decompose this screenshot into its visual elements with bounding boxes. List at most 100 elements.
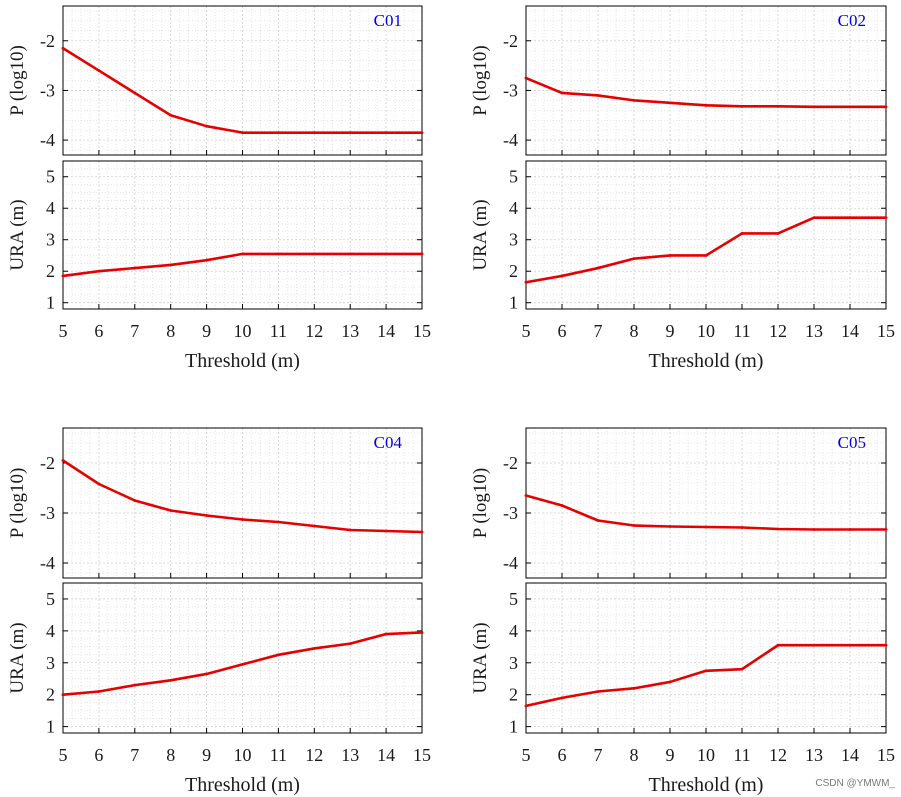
chart-c05-xtick-label: 15 (877, 745, 895, 765)
chart-c01-p-ylabel: P (log10) (7, 45, 28, 116)
chart-c01-ura-data-point (420, 252, 424, 256)
chart-c05-ura-data-point (632, 686, 636, 690)
watermark: CSDN @YMWM_ (815, 778, 895, 789)
chart-c02-xtick-label: 11 (733, 321, 750, 341)
chart-c01-xtick-label: 6 (94, 321, 103, 341)
chart-c02-ura-data-point (740, 232, 744, 235)
chart-c04-p-ylabel: P (log10) (7, 468, 28, 539)
chart-c02-ura-data-point (776, 232, 780, 235)
chart-c02-p-data-point (740, 104, 744, 108)
chart-c04-p-data-point (61, 459, 65, 462)
chart-c02-xtick-label: 10 (697, 321, 715, 341)
chart-c01-xtick-label: 7 (130, 321, 139, 341)
chart-c01-xtick-label: 5 (59, 321, 68, 341)
chart-c02-ura-ytick-label: 3 (509, 230, 518, 250)
chart-c01-ura-ytick-label: 4 (46, 198, 55, 218)
chart-c01-p-ytick-label: -2 (40, 31, 55, 51)
chart-c01-xtick-label: 11 (270, 321, 287, 341)
chart-c05-title: C05 (838, 433, 866, 452)
chart-c02-p-data-point (632, 98, 636, 102)
chart-c01-p-ytick-label: -4 (40, 130, 55, 150)
chart-c02-p-ylabel: P (log10) (470, 45, 491, 116)
chart-c04-xtick-label: 11 (270, 745, 287, 765)
chart-c01-ura-data-point (312, 252, 316, 256)
chart-c02-p-data-point (560, 91, 564, 95)
chart-c04-ura-ytick-label: 1 (46, 717, 55, 737)
chart-c02-ura-ylabel: URA (m) (470, 199, 491, 270)
chart-c02-xlabel: Threshold (m) (649, 350, 764, 372)
chart-c02-xtick-label: 9 (666, 321, 675, 341)
chart-c02-xtick-label: 12 (769, 321, 787, 341)
chart-c05-ura-data-point (560, 696, 564, 700)
chart-c01-p-data-point (277, 131, 280, 135)
chart-c04-xtick-label: 12 (305, 745, 323, 765)
chart-c05-ura-ytick-label: 1 (509, 717, 518, 737)
chart-c04-xtick-label: 5 (59, 745, 68, 765)
chart-c01-p-ytick-label: -3 (40, 80, 55, 100)
chart-c05-xtick-label: 6 (558, 745, 567, 765)
chart-c05-p-data-point (524, 494, 528, 497)
chart-c02-ura-data-point (812, 216, 816, 220)
chart-c01-xtick-label: 8 (166, 321, 175, 341)
chart-c04-p-data-point (241, 518, 244, 521)
chart-c04-ura-data-point (420, 631, 424, 634)
chart-c05-p-data-point (560, 504, 564, 507)
chart-c04-ura-grid (62, 582, 423, 733)
chart-c01-ura-data-point (133, 266, 137, 270)
chart-c05-ura-data-point (596, 690, 600, 693)
chart-c05-p-data-point (632, 524, 636, 527)
chart-c05-p-data-point (812, 528, 816, 531)
chart-c02-ura-ytick-label: 4 (509, 198, 518, 218)
chart-c04-xtick-label: 9 (202, 745, 211, 765)
chart-c01-ura-ylabel: URA (m) (7, 199, 28, 270)
chart-c05-ura-data-point (668, 680, 672, 684)
chart-c01-xtick-label: 14 (377, 321, 395, 341)
chart-c04-xtick-label: 8 (166, 745, 175, 765)
chart-c01-p-data-point (97, 69, 101, 72)
chart-c04-ura-ylabel: URA (m) (7, 622, 28, 693)
chart-c02-ura-data-point (632, 257, 636, 261)
chart-c05-xtick-label: 12 (769, 745, 787, 765)
chart-c04-ura-data-point (205, 672, 209, 676)
chart-c01-ura-ytick-label: 1 (46, 293, 55, 313)
chart-c02-ura-ytick-label: 1 (509, 293, 518, 313)
chart-c04-ura-data-point (133, 683, 137, 687)
chart-c05-p-data-point (668, 525, 672, 528)
chart-c05-ura-data-point (740, 667, 744, 671)
chart-c04-ura-ytick-label: 4 (46, 621, 55, 641)
chart-c01-ura-data-point (169, 263, 173, 267)
chart-c02-p-data-point (848, 105, 852, 109)
chart-c01-xtick-label: 9 (202, 321, 211, 341)
chart-c04-xtick-label: 14 (377, 745, 395, 765)
chart-c04-p-data-point (133, 499, 137, 502)
chart-c04-p-ytick-label: -2 (40, 453, 55, 473)
chart-c04-xtick-label: 15 (413, 745, 431, 765)
chart-c02-xtick-label: 7 (594, 321, 603, 341)
chart-c01-ura-ytick-label: 2 (46, 261, 55, 281)
chart-c04-xtick-label: 10 (234, 745, 252, 765)
chart-c01-p-data-point (241, 131, 244, 135)
chart-c02-p-data-point (524, 76, 528, 80)
chart-c02-ura-ytick-label: 5 (509, 167, 518, 187)
chart-c04-xtick-label: 7 (130, 745, 139, 765)
chart-c04-p-data-point (205, 514, 209, 517)
chart-c02-title: C02 (838, 11, 866, 30)
chart-c02-ura-data-point (704, 254, 708, 257)
chart-c01-xtick-label: 15 (413, 321, 431, 341)
chart-c02-p-data-point (812, 105, 816, 109)
chart-c05-p-data-point (776, 527, 780, 531)
chart-c01-p-data-point (312, 131, 316, 135)
chart-c04-title: C04 (374, 433, 403, 452)
chart-c04-p-data-point (384, 529, 388, 533)
chart-c01-p-data-point (169, 113, 173, 117)
chart-c05-p-data-point (848, 528, 852, 531)
chart-c04-ura-ytick-label: 2 (46, 685, 55, 705)
chart-c04-p-data-point (348, 528, 352, 532)
chart-c02-p-data-point (704, 103, 708, 107)
chart-c04-ura-data-point (169, 678, 173, 682)
chart-c02-p-data-point (776, 104, 780, 108)
chart-c02-xtick-label: 8 (630, 321, 639, 341)
chart-c05-ura-ytick-label: 2 (509, 685, 518, 705)
